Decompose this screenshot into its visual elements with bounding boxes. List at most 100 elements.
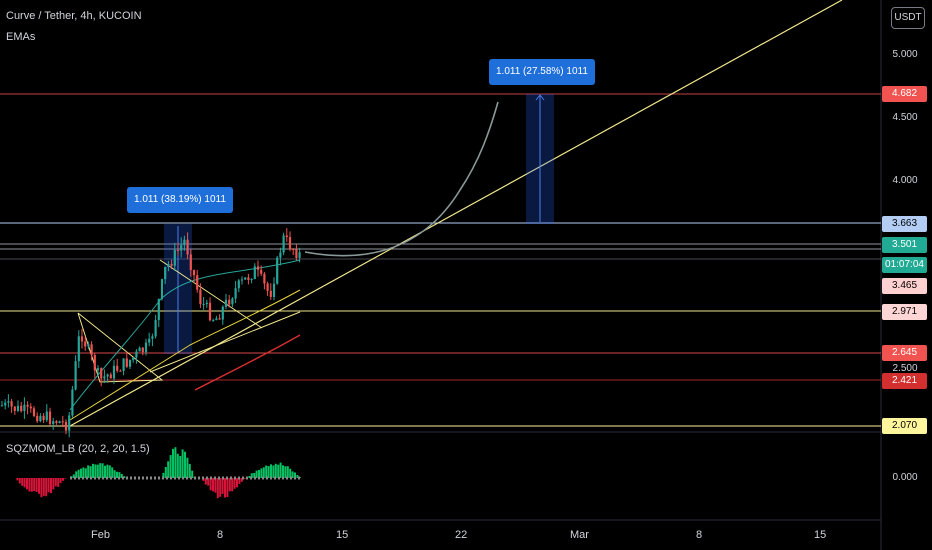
squeeze-dot [254, 476, 256, 480]
measure-label-1[interactable]: 1.011 (38.19%) 1011 [127, 187, 233, 213]
squeeze-bar [296, 474, 299, 478]
squeeze-dot [266, 476, 268, 480]
squeeze-dot [82, 476, 84, 480]
squeeze-bar [267, 465, 270, 478]
y-tick-5000: 5.000 [892, 49, 918, 60]
squeeze-bar [179, 455, 182, 478]
wedge-line-upper [159, 259, 263, 329]
candle-body [90, 344, 93, 356]
candle-body [250, 279, 253, 281]
squeeze-bar [28, 478, 31, 492]
squeeze-bar [221, 478, 224, 494]
price-label-2070: 2.070 [882, 418, 927, 434]
squeeze-dot [98, 476, 100, 480]
squeeze-bar [64, 478, 67, 479]
y-tick-4500: 4.500 [892, 112, 918, 123]
oscillator-label[interactable]: SQZMOM_LB (20, 2, 20, 1.5) [6, 443, 150, 455]
squeeze-dot [198, 476, 200, 480]
squeeze-bar [21, 478, 24, 486]
y-tick-2500: 2.500 [892, 363, 918, 374]
squeeze-dot [90, 476, 92, 480]
indicator-label-emas[interactable]: EMAs [6, 31, 36, 43]
candle-body [288, 237, 292, 250]
squeeze-bar [219, 478, 222, 497]
candle-body [48, 411, 52, 424]
candle-body [240, 279, 244, 281]
squeeze-bar [236, 478, 238, 488]
candle-body [202, 304, 205, 306]
squeeze-bar [89, 466, 92, 478]
squeeze-bar [35, 478, 38, 492]
squeeze-bar [250, 473, 253, 478]
ema-red [194, 334, 301, 391]
candle-body [96, 368, 100, 371]
candle-body [58, 421, 61, 423]
candle-body [160, 279, 164, 300]
candle-body [269, 290, 272, 297]
price-label-2971: 2.971 [882, 304, 927, 320]
squeeze-bar [253, 472, 256, 478]
squeeze-bar [238, 478, 241, 484]
squeeze-dot [134, 476, 136, 480]
candle-body [16, 405, 20, 411]
squeeze-dot [294, 476, 296, 480]
currency-button[interactable]: USDT [891, 7, 925, 29]
candle-body [205, 302, 208, 305]
candle-body [224, 299, 228, 307]
candle-body [13, 406, 16, 411]
candle-body [71, 389, 74, 416]
squeeze-bar [62, 478, 64, 481]
squeeze-dot [102, 476, 104, 480]
squeeze-bar [52, 478, 55, 490]
squeeze-bar [77, 469, 80, 478]
squeeze-dot [246, 476, 248, 480]
x-tick-15-mar: 15 [814, 529, 827, 541]
candle-body [170, 264, 173, 266]
oscillator-zero-label: 0.000 [892, 472, 918, 483]
squeeze-dot [290, 476, 292, 480]
candle-body [256, 266, 260, 270]
candle-body [276, 257, 279, 284]
candle-body [282, 235, 285, 253]
squeeze-bar [188, 463, 191, 478]
squeeze-bar [23, 478, 26, 488]
squeeze-bar [18, 478, 21, 484]
squeeze-bar [164, 466, 167, 478]
squeeze-dot [278, 476, 280, 480]
squeeze-dot [166, 476, 168, 480]
squeeze-bar [279, 462, 282, 478]
squeeze-bar [265, 465, 268, 478]
candle-body [55, 421, 58, 423]
squeeze-bar [272, 465, 275, 478]
squeeze-bar [258, 469, 260, 478]
squeeze-bar [33, 478, 36, 492]
squeeze-dot [114, 476, 116, 480]
squeeze-bar [38, 478, 40, 494]
candle-body [122, 358, 125, 372]
squeeze-bar [260, 468, 263, 478]
measure-label-2[interactable]: 1.011 (27.58%) 1011 [489, 59, 595, 85]
squeeze-bar [111, 467, 114, 478]
squeeze-bar [108, 465, 111, 478]
candle-body [106, 374, 109, 377]
squeeze-dot [78, 476, 80, 480]
candle-body [231, 298, 234, 305]
price-label-2645: 2.645 [882, 345, 927, 361]
squeeze-bar [16, 478, 19, 481]
squeeze-bar [255, 470, 258, 478]
squeeze-dot [170, 476, 172, 480]
candle-body [247, 277, 250, 280]
candle-body [279, 252, 282, 258]
squeeze-bar [26, 478, 28, 490]
squeeze-bar [226, 478, 229, 497]
price-label-3663: 3.663 [882, 216, 927, 232]
squeeze-bar [172, 448, 174, 478]
squeeze-dot [262, 476, 264, 480]
squeeze-dot [122, 476, 124, 480]
squeeze-bar [40, 478, 43, 498]
ema-yellow [69, 289, 301, 421]
candle-body [151, 336, 154, 339]
squeeze-bar [54, 478, 57, 487]
squeeze-bar [84, 468, 87, 478]
